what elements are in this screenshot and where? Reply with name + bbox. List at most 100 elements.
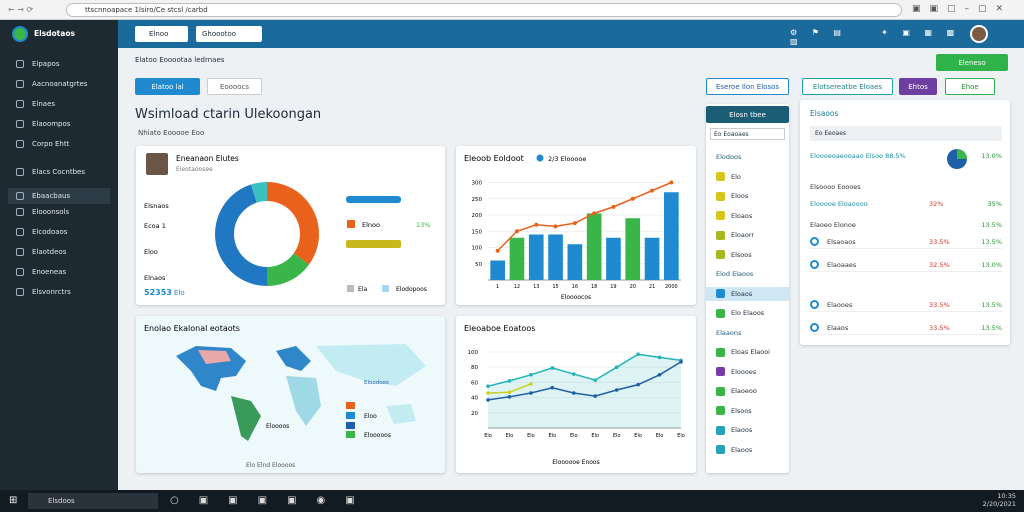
start-button[interactable]: ⊞	[9, 495, 18, 506]
list-item[interactable]: Elo	[716, 170, 790, 184]
list-item[interactable]: Elaoos	[716, 423, 790, 437]
stat-row: Elaoeo Elonoe 13.5%	[810, 218, 1002, 232]
stat-row: Elooooe Eloaoooo 32% 35%	[810, 197, 1002, 211]
row-value: 33.5%	[929, 237, 950, 246]
series-point	[636, 352, 640, 357]
series-point	[507, 395, 512, 399]
list-item[interactable]: Elodoos	[716, 150, 790, 164]
nav-item[interactable]: Enoeneas	[16, 268, 66, 276]
taskbar-search[interactable]: Elsdoos	[28, 493, 158, 509]
stat-row: Elsoooo Eoooes	[810, 180, 1002, 194]
total: 52353	[144, 288, 172, 297]
nav-item[interactable]: Elaoompos	[16, 120, 70, 128]
series-point	[529, 391, 533, 395]
select[interactable]: Eoooocs	[207, 78, 262, 95]
list-item[interactable]: Elaoeoo	[716, 384, 790, 398]
map-title: Enolao Ekalonal eotaots	[144, 324, 240, 333]
list-label: Elo	[731, 172, 741, 181]
summary-card: Eneanaon Elutes Eleotaoosee 52353 Elo El…	[136, 146, 445, 305]
legend-swatch	[346, 422, 355, 429]
legend-label: Eloooos	[266, 423, 289, 430]
taskbar-apps[interactable]: ○▣▣▣▣◉▣	[170, 495, 375, 506]
header-icons[interactable]: ⚙ ⚑ ▤ ✦ ▣ ▦ ▩ ▨	[790, 28, 961, 46]
filter-button[interactable]: Elatoo lal	[135, 78, 200, 95]
series-point	[679, 360, 683, 364]
list-item[interactable]: Elaaons	[716, 326, 790, 340]
side-label: Elsnaos	[144, 202, 169, 210]
donut-chart: Eneanaon Elutes Eleotaoosee 52353 Elo El…	[144, 153, 430, 297]
address-bar[interactable]: ttscnnoapace 1lsiro/Ce stcsl /carbd	[66, 3, 902, 17]
trend-point	[572, 221, 577, 226]
dropdown[interactable]: Ghoootoo	[196, 26, 262, 42]
trend-point	[611, 204, 616, 209]
row-label: Elsaoaos	[827, 237, 856, 246]
action-button[interactable]: Ehtos	[899, 78, 937, 95]
date: 2/20/2021	[982, 500, 1016, 508]
nav-item[interactable]: Elpapos	[16, 60, 59, 68]
list-item[interactable]: Eloooes	[716, 365, 790, 379]
window-controls[interactable]: ▣▣▢–▢✕	[912, 4, 1013, 14]
y-tick-label: 20	[471, 411, 478, 417]
row-value: 32%	[929, 200, 944, 208]
list-icon	[716, 386, 725, 396]
list-item[interactable]: Eloos	[716, 189, 790, 203]
avatar[interactable]	[970, 25, 988, 43]
x-tick-label: 20	[630, 284, 636, 290]
list-item[interactable]: Eloas Elaooi	[716, 345, 790, 359]
nav-item[interactable]: Aacnoanatgrtes	[16, 80, 87, 88]
list-item[interactable]: Elo Elaoos	[716, 306, 790, 320]
nav-label: Elnaes	[32, 100, 56, 108]
nav-label: Corpo Ehtt	[32, 140, 70, 148]
row-label: Elaoaaes	[827, 260, 857, 269]
search[interactable]: Eo Eeoaes	[810, 126, 1002, 141]
nav-buttons[interactable]: ← → ⟳	[8, 5, 34, 14]
series-point	[486, 384, 490, 388]
list-item[interactable]: Elsoos	[716, 248, 790, 262]
nav-item[interactable]: Elnaes	[16, 100, 55, 108]
stat-row: Elaooes 33.5% 13.5%	[810, 298, 1002, 312]
list-item[interactable]: Elaoos	[716, 443, 790, 457]
legend-label: Eloo	[364, 413, 377, 420]
nav-label: Elpapos	[32, 60, 60, 68]
y-tick-label: 50	[475, 262, 482, 268]
series-point	[593, 378, 598, 382]
nav-label: Elaotdeos	[32, 248, 67, 256]
list-header[interactable]: Elosn tbee	[706, 106, 789, 123]
list-item[interactable]: Elod Elaoos	[716, 267, 790, 281]
region	[386, 404, 416, 424]
row-label: Eloooeoaeooaao Elsoo 88.5%	[810, 152, 906, 160]
legend-label: Elnoo	[362, 221, 380, 229]
row-change: 13.0%	[981, 260, 1002, 269]
nav-label: Enoeneas	[32, 268, 67, 276]
list-item[interactable]: Eloaos	[716, 209, 790, 223]
series-point	[571, 391, 576, 395]
nav-item[interactable]: Elooonsols	[16, 208, 69, 216]
nav-item[interactable]: Elcodoaos	[16, 228, 67, 236]
nav-item[interactable]: Ebaacbaus	[8, 188, 110, 204]
breadcrumb: Elatoo Eooootaa ledrnaes	[135, 56, 225, 64]
list-label: Eloas Elaooi	[731, 348, 770, 356]
x-tick-label: 15	[552, 284, 558, 290]
list-item[interactable]: Elsoos	[716, 404, 790, 418]
list-item[interactable]: Eloaos	[706, 286, 789, 301]
page-title: Wsimload ctarin Ulekoongan	[135, 107, 322, 122]
row-change: 35%	[987, 200, 1002, 208]
nav-item[interactable]: Elaotdeos	[16, 248, 66, 256]
dropdown[interactable]: Elnoo	[135, 26, 188, 42]
action-button[interactable]: Elotsereatbe Eloaes	[802, 78, 893, 95]
list-select[interactable]: Eo Eoaoaes	[710, 128, 785, 140]
series-point	[657, 373, 662, 377]
x-tick-label: Elo	[484, 433, 492, 439]
primary-button[interactable]: Eleneso	[936, 54, 1008, 71]
action-button[interactable]: Eseroe Ilon Elosos	[706, 78, 789, 95]
list-item[interactable]: Eloaorr	[716, 228, 790, 242]
action-button[interactable]: Ehoe	[945, 78, 995, 95]
side-label: Eloo	[144, 248, 158, 256]
map-footer: Elo Elnd Eloooos	[246, 462, 295, 469]
x-tick-label: Elo	[527, 433, 535, 439]
nav-item[interactable]: Elacs Cocntbes	[16, 168, 85, 176]
series-point	[571, 372, 576, 376]
nav-item[interactable]: Elsvonrctrs	[16, 288, 71, 296]
nav-item[interactable]: Corpo Ehtt	[16, 140, 69, 148]
x-tick-label: Elo	[613, 433, 621, 439]
